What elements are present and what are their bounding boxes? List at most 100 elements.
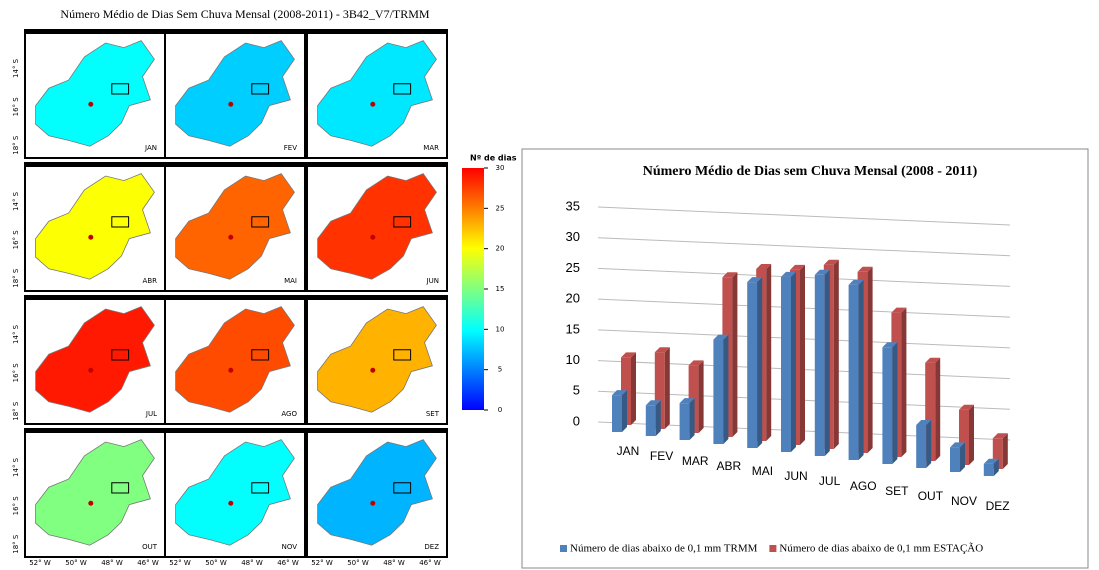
map-point [228,367,234,373]
map-box [393,349,412,361]
lat-label: 18° S [12,135,20,155]
y-tick-label: 0 [573,413,580,428]
month-label: ABR [143,277,158,285]
colorbar-tick-label: 5 [498,366,502,374]
bar-side [926,420,932,468]
lon-label: 52° W [311,559,333,567]
colorbar-title: Nº de dias [470,154,517,163]
bar-front [713,339,724,444]
map-point [370,367,376,373]
map-box [251,216,270,228]
map-frame-top [307,163,447,167]
y-tick-label: 35 [566,198,580,213]
bar-side [892,342,898,464]
lon-label: 52° W [29,559,51,567]
x-tick-label: JAN [617,444,640,458]
colorbar-tick-label: 15 [496,285,505,293]
map-point [88,101,94,107]
bar-top [756,264,772,269]
map-point [88,234,94,240]
bar [950,442,965,472]
x-tick-label: NOV [951,494,977,508]
legend-swatch [769,545,777,552]
bar [645,400,661,436]
y-tick-label: 30 [566,229,580,244]
map-point [370,101,376,107]
bar-top [722,272,738,278]
y-tick-label: 5 [573,383,580,398]
bar-side [631,352,636,425]
bar-top [857,266,873,272]
bar-top [679,398,695,404]
bar [814,269,830,456]
map-point [88,500,94,506]
bar-side [766,264,772,441]
map-region [175,173,295,280]
legend-label: Número de dias abaixo de 0,1 mm ESTAÇÃO [779,543,983,555]
bar [983,458,999,476]
bar [747,277,763,448]
map-region [317,306,437,413]
x-tick-label: JUN [784,469,807,483]
map-region [317,173,437,280]
bar-top [848,279,864,285]
lon-label: 50° W [205,559,227,567]
bar-side [901,307,907,457]
bar-side [664,347,670,429]
bar-top [916,420,932,425]
month-label: MAI [284,277,297,285]
map-region [175,306,295,413]
bar-side [791,271,796,452]
map-frame-top [307,429,447,433]
x-tick-label: FEV [650,449,673,463]
bar-front [679,403,690,440]
map-box [111,482,130,494]
lon-label: 52° W [169,559,191,567]
bar [848,279,864,460]
map-region [175,439,295,546]
map-box [393,216,412,228]
map-point [228,101,234,107]
bar-side [960,442,965,472]
month-label: NOV [282,543,298,551]
map-box [111,349,130,361]
bar [781,271,796,452]
lat-label: 14° S [12,58,20,78]
map-point [88,367,94,373]
bar-front [916,425,927,468]
map-box [393,83,412,95]
lat-label: 16° S [12,230,20,250]
grid-line [597,237,1011,257]
colorbar-tick-label: 25 [496,204,505,212]
bar-top [983,458,999,464]
map-region [175,40,295,147]
bar [882,342,898,464]
colorbar-tick-label: 10 [496,325,505,333]
bar-top [925,357,941,363]
map-frame-top [25,296,165,300]
bar-front [959,409,969,465]
map-box [393,482,412,494]
colorbar-tick-label: 0 [498,406,502,414]
bar [959,404,974,465]
map-box [251,83,270,95]
month-label: JUL [145,410,157,418]
bar-side [757,277,763,448]
bar-side [655,400,661,436]
lat-label: 16° S [12,97,20,117]
bar [992,433,1008,469]
grid-line [597,206,1011,226]
x-tick-label: OUT [918,489,944,503]
x-tick-label: SET [885,484,909,498]
map-point [228,500,234,506]
lat-label: 16° S [12,496,20,516]
bar [654,347,670,429]
bar-side [622,390,627,432]
bar-front [882,347,893,464]
map-region [35,439,155,546]
map-box [111,216,130,228]
bar-side [689,398,695,440]
lat-label: 18° S [12,268,20,288]
lon-label: 48° W [101,559,123,567]
bar-front [814,274,825,456]
